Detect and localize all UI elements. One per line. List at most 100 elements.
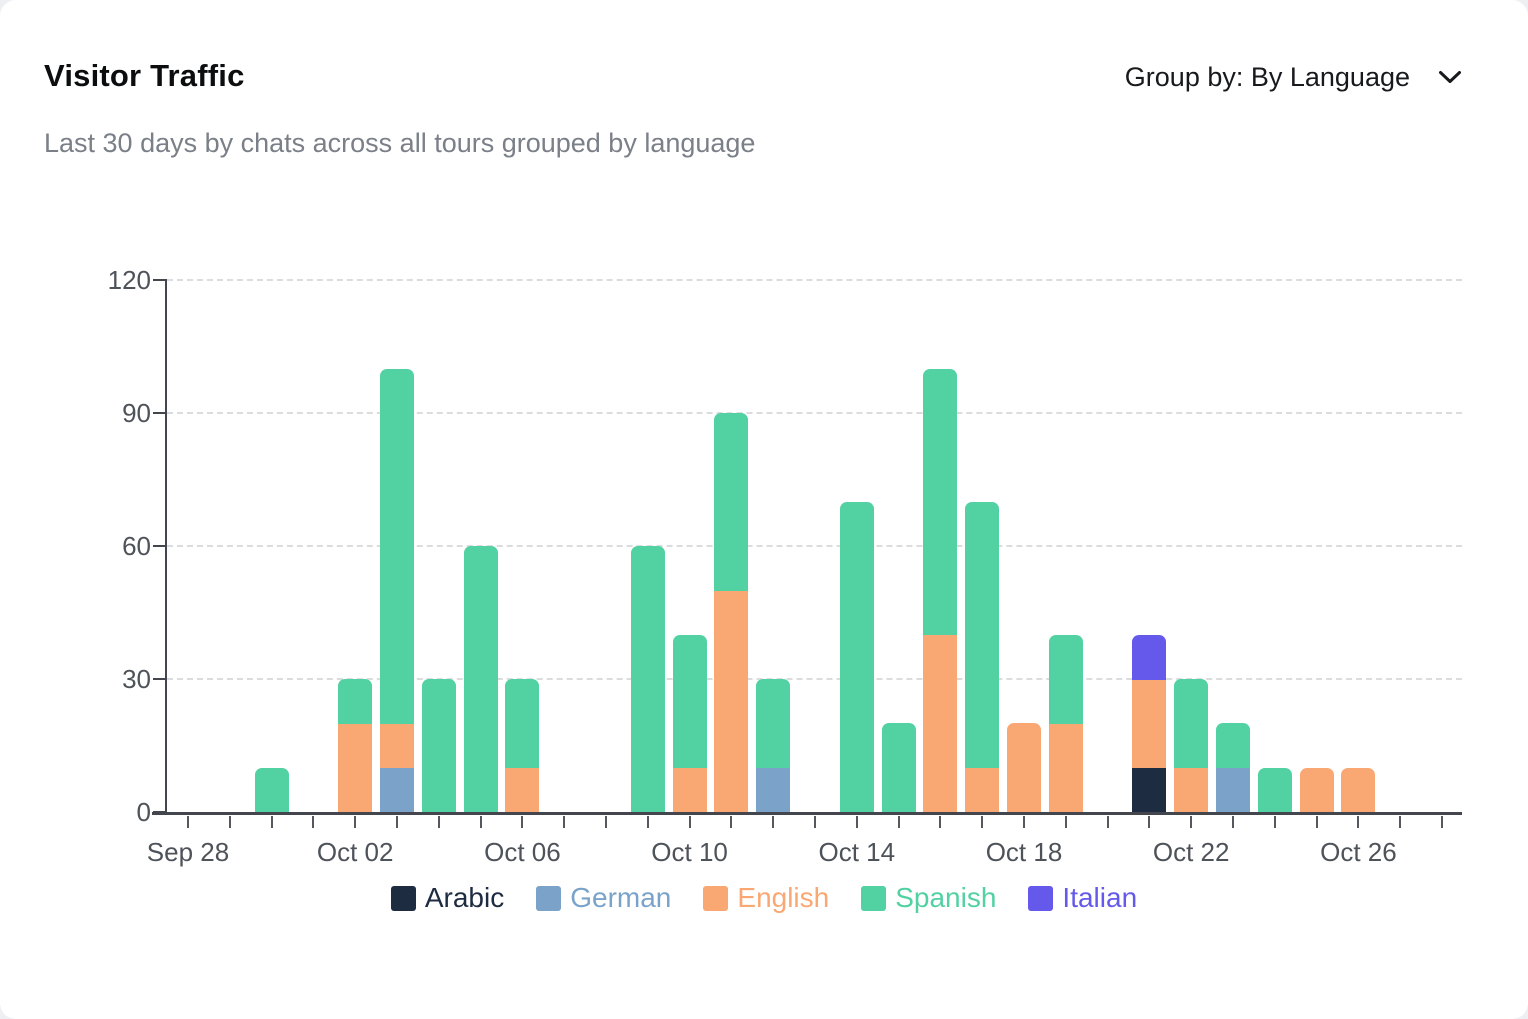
bar-segment-spanish-Oct-03[interactable] [380,368,414,725]
bar-segment-spanish-Oct-05[interactable] [463,546,498,812]
bar-segment-english-Oct-25[interactable] [1299,767,1334,812]
x-axis-tick-Oct-18 [1023,816,1025,828]
legend-swatch-arabic [390,885,416,911]
y-axis-tick-90 [153,412,167,414]
y-axis-label-120: 120 [107,265,151,295]
group-by-dropdown[interactable]: Group by: By Language [1125,62,1462,93]
bar-segment-spanish-Oct-16[interactable] [923,368,958,636]
legend-item-italian[interactable]: Italian [1028,882,1137,914]
x-axis-tick-Oct-17 [981,816,984,828]
legend-swatch-german [536,885,562,911]
bar-segment-spanish-Sep-30[interactable] [254,767,289,812]
bar-segment-english-Oct-11[interactable] [714,590,749,812]
x-axis-tick-Oct-09 [646,816,649,828]
x-axis-label-Sep-28: Sep 28 [146,837,230,867]
legend-label-spanish: Spanish [895,882,997,913]
bar-segment-spanish-Oct-24[interactable] [1257,767,1292,812]
bar-segment-english-Oct-10[interactable] [672,767,707,812]
x-axis-tick-Oct-27 [1399,816,1402,828]
y-axis-tick-60 [153,545,167,547]
y-axis-label-90: 90 [122,398,151,428]
x-axis-label-Oct-06: Oct 06 [484,837,561,867]
legend-item-german[interactable]: German [536,882,671,914]
x-axis-label-Oct-26: Oct 26 [1320,837,1397,867]
legend-label-english: English [737,882,830,913]
x-axis-tick-Oct-14 [855,816,858,828]
bar-segment-italian-Oct-21[interactable] [1132,634,1167,680]
legend-item-english[interactable]: English [703,882,829,914]
chart-legend: Arabic German English Spanish Italian [0,882,1528,914]
bar-segment-english-Oct-22[interactable] [1174,767,1209,812]
bar-segment-spanish-Oct-04[interactable] [421,679,456,812]
chevron-down-icon [1438,70,1462,85]
x-axis-line [152,812,1462,815]
x-axis-label-Oct-10: Oct 10 [651,837,728,867]
x-axis-tick-Oct-08 [605,816,607,828]
bar-segment-english-Oct-02[interactable] [338,723,373,812]
bar-segment-spanish-Oct-14[interactable] [839,501,874,812]
chart-subtitle: Last 30 days by chats across all tours g… [44,128,756,158]
gridline-120 [167,279,1462,281]
x-axis-tick-Oct-19 [1064,816,1067,828]
y-axis-tick-30 [153,678,167,680]
bar-segment-english-Oct-16[interactable] [923,634,958,812]
x-axis-tick-Oct-03 [396,816,398,828]
bar-segment-spanish-Oct-23[interactable] [1216,723,1250,769]
x-axis-tick-Oct-11 [730,816,733,828]
x-axis-tick-Oct-07 [563,816,566,828]
x-axis-tick-Oct-05 [479,816,482,828]
x-axis-tick-Oct-06 [521,816,524,828]
bar-segment-german-Oct-03[interactable] [380,767,414,812]
legend-swatch-spanish [861,885,887,911]
bar-segment-english-Oct-17[interactable] [965,767,1000,812]
x-axis-tick-Oct-22 [1190,816,1193,828]
gridline-60 [167,545,1462,547]
gridline-30 [167,678,1462,680]
bar-segment-spanish-Oct-12[interactable] [756,679,791,769]
x-axis-tick-Oct-16 [939,816,942,828]
x-axis-tick-Oct-13 [814,816,816,828]
x-axis-tick-Oct-20 [1106,816,1109,828]
x-axis-tick-Oct-12 [772,816,775,828]
x-axis-tick-Oct-28 [1441,816,1443,828]
x-axis-tick-Oct-10 [688,816,691,828]
bar-segment-spanish-Oct-11[interactable] [714,413,749,592]
x-axis-label-Oct-18: Oct 18 [985,837,1063,867]
bar-segment-spanish-Oct-09[interactable] [630,546,665,812]
gridline-90 [167,412,1462,414]
bar-segment-spanish-Oct-10[interactable] [672,634,707,769]
legend-item-spanish[interactable]: Spanish [861,882,996,914]
y-axis-label-0: 0 [136,797,151,827]
x-axis-tick-Sep-29 [228,816,231,828]
group-by-label: Group by: By Language [1124,62,1410,92]
x-axis-tick-Oct-24 [1273,816,1276,828]
bar-segment-spanish-Oct-02[interactable] [338,679,373,725]
y-axis-line [165,280,167,812]
bar-segment-german-Oct-12[interactable] [756,767,791,812]
bar-segment-spanish-Oct-17[interactable] [965,501,1000,769]
legend-label-german: German [570,882,672,913]
x-axis-tick-Oct-15 [897,816,900,828]
x-axis-tick-Oct-04 [437,816,440,828]
legend-label-arabic: Arabic [424,882,505,913]
bar-segment-english-Oct-19[interactable] [1048,723,1083,812]
bar-segment-spanish-Oct-06[interactable] [505,679,540,769]
bar-segment-english-Oct-26[interactable] [1341,767,1376,812]
bar-segment-english-Oct-06[interactable] [505,767,540,812]
bar-segment-arabic-Oct-21[interactable] [1132,767,1167,812]
legend-item-arabic[interactable]: Arabic [390,882,505,914]
y-axis-tick-120 [153,279,167,281]
bar-segment-spanish-Oct-19[interactable] [1048,634,1083,725]
x-axis-tick-Sep-28 [187,816,189,828]
bar-segment-spanish-Oct-22[interactable] [1174,679,1209,769]
y-axis-label-60: 60 [122,531,151,561]
bar-segment-english-Oct-18[interactable] [1007,723,1041,812]
bar-segment-german-Oct-23[interactable] [1216,767,1250,812]
bar-segment-english-Oct-21[interactable] [1132,679,1167,769]
x-axis-tick-Oct-25 [1315,816,1318,828]
bar-segment-english-Oct-03[interactable] [380,723,414,769]
bar-segment-spanish-Oct-15[interactable] [881,723,916,812]
x-axis-label-Oct-22: Oct 22 [1152,837,1230,867]
